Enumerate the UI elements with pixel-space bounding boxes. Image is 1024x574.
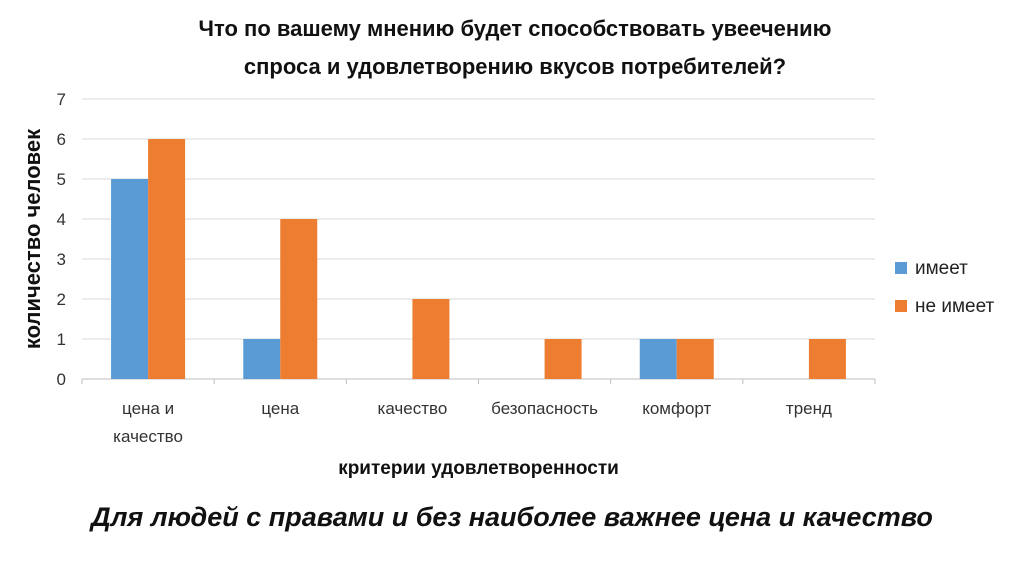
bar-imeet [639, 339, 677, 379]
bar-ne-imeet [280, 219, 318, 379]
bar-ne-imeet [676, 339, 714, 379]
x-tick-label: качество [378, 399, 448, 418]
y-tick-label: 3 [57, 250, 66, 269]
bar-imeet [111, 179, 149, 379]
y-tick-label: 6 [57, 130, 66, 149]
y-tick-label: 1 [57, 330, 66, 349]
chart-title-line-1: Что по вашему мнению будет способствоват… [198, 16, 832, 41]
y-tick-label: 4 [57, 210, 66, 229]
x-tick-label: безопасность [491, 399, 598, 418]
x-axis-title: критерии удовлетворенности [338, 458, 619, 479]
bar-imeet [243, 339, 281, 379]
y-tick-label: 0 [57, 370, 66, 389]
y-tick-label: 2 [57, 290, 66, 309]
legend-swatch [895, 262, 907, 274]
legend-label: не имеет [915, 296, 995, 317]
y-axis-title: количество человек [20, 128, 45, 349]
y-tick-label: 5 [57, 170, 66, 189]
legend-swatch [895, 300, 907, 312]
x-tick-label: цена [261, 399, 299, 418]
bar-chart: 0 1 2 3 4 5 6 7 цена и качество цена качество безопа… [20, 90, 995, 479]
x-tick-label: цена и качество [113, 399, 183, 446]
chart-title: Что по вашему мнению будет способствоват… [100, 10, 930, 86]
legend-label: имеет [915, 258, 968, 279]
bar-ne-imeet [148, 139, 186, 379]
y-tick-label: 7 [57, 90, 66, 109]
bar-ne-imeet [808, 339, 846, 379]
bar-ne-imeet [412, 299, 450, 379]
x-tick-label: тренд [786, 399, 832, 418]
slide-caption: Для людей с правами и без наиболее важне… [91, 502, 933, 532]
x-tick-label: комфорт [642, 399, 711, 418]
chart-title-line-2: спроса и удовлетворению вкусов потребите… [243, 54, 787, 79]
bar-ne-imeet [544, 339, 582, 379]
